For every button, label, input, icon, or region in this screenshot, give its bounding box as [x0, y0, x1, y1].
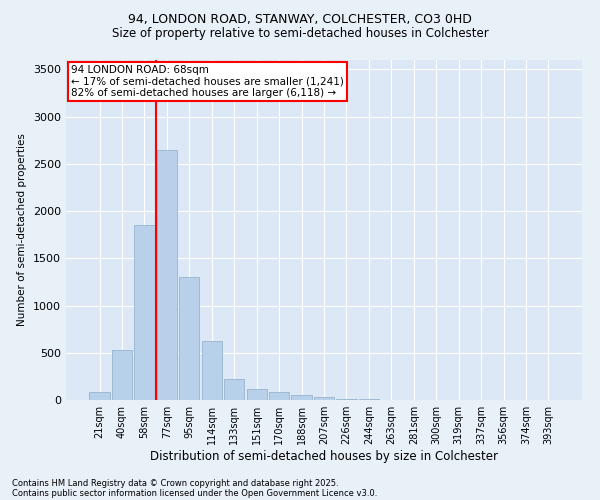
Text: Size of property relative to semi-detached houses in Colchester: Size of property relative to semi-detach…	[112, 28, 488, 40]
Y-axis label: Number of semi-detached properties: Number of semi-detached properties	[17, 134, 28, 326]
Bar	[337, 398, 356, 400]
Text: 94, LONDON ROAD, STANWAY, COLCHESTER, CO3 0HD: 94, LONDON ROAD, STANWAY, COLCHESTER, CO…	[128, 12, 472, 26]
Text: Contains HM Land Registry data © Crown copyright and database right 2025.: Contains HM Land Registry data © Crown c…	[12, 478, 338, 488]
Bar	[89, 392, 110, 400]
X-axis label: Distribution of semi-detached houses by size in Colchester: Distribution of semi-detached houses by …	[150, 450, 498, 463]
Bar	[359, 399, 379, 400]
Bar	[134, 226, 155, 400]
Bar	[202, 342, 222, 400]
Bar	[224, 379, 244, 400]
Bar	[112, 350, 132, 400]
Text: Contains public sector information licensed under the Open Government Licence v3: Contains public sector information licen…	[12, 488, 377, 498]
Bar	[157, 150, 177, 400]
Bar	[292, 396, 311, 400]
Bar	[269, 392, 289, 400]
Bar	[179, 277, 199, 400]
Bar	[314, 397, 334, 400]
Text: 94 LONDON ROAD: 68sqm
← 17% of semi-detached houses are smaller (1,241)
82% of s: 94 LONDON ROAD: 68sqm ← 17% of semi-deta…	[71, 65, 344, 98]
Bar	[247, 388, 267, 400]
